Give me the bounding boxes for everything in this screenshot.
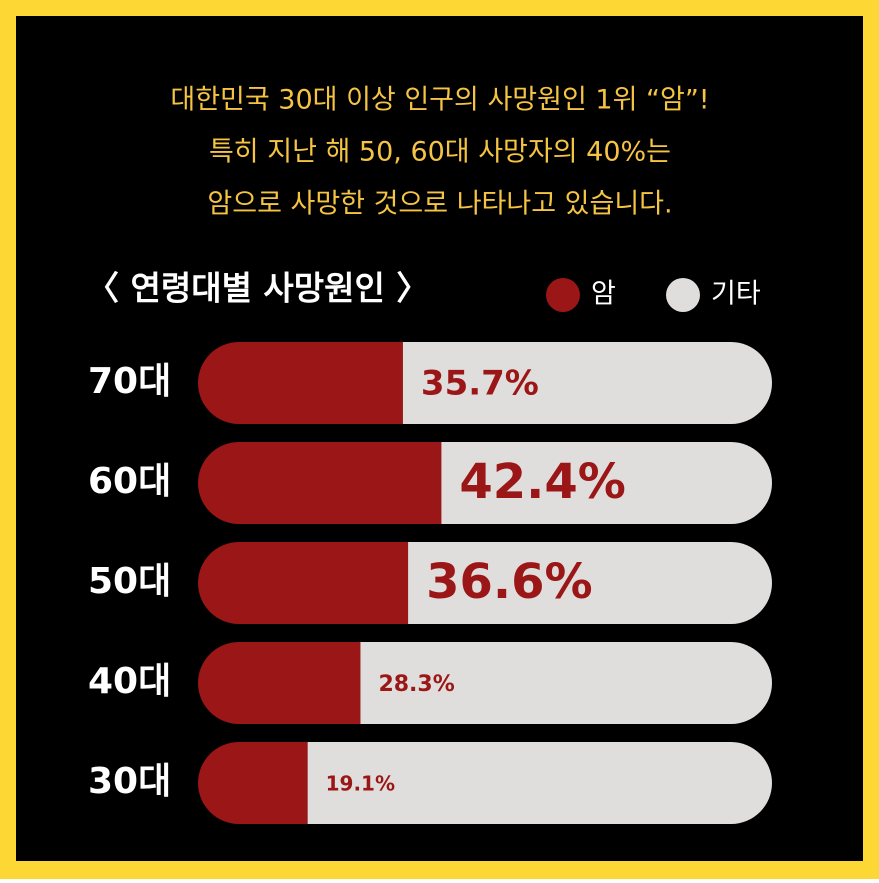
bar-segment [198,642,361,724]
bar-row [198,642,772,724]
bar-segment [360,642,772,724]
subtitle: 〈 연령대별 사망원인 〉 [86,269,429,308]
bar-segment [198,542,409,624]
bar-segment [198,742,308,824]
bar-row [198,742,772,824]
legend-swatch [666,278,700,312]
bar-segment [307,742,772,824]
bar-row [198,442,772,524]
title-line: 암으로 사망한 것으로 나타나고 있습니다. [207,189,672,220]
legend-swatch [546,278,580,312]
bar-segment [198,442,442,524]
category-label: 40대 [88,661,171,702]
bar-segment [198,342,403,424]
value-label: 42.4% [459,454,626,510]
value-label: 19.1% [326,772,395,796]
category-label: 50대 [88,561,171,602]
category-label: 70대 [88,361,171,402]
value-label: 35.7% [421,364,539,404]
value-label: 36.6% [426,554,593,610]
bar-segment [441,442,772,524]
title-line: 대한민국 30대 이상 인구의 사망원인 1위 “암”! [170,85,709,116]
value-label: 28.3% [378,672,454,697]
legend-label: 기타 [711,279,761,310]
category-label: 60대 [88,461,171,502]
bar-segment [402,342,772,424]
bar-segment [408,542,772,624]
category-label: 30대 [88,761,171,802]
bar-row [198,342,772,424]
bar-row [198,542,772,624]
title-line: 특히 지난 해 50, 60대 사망자의 40%는 [209,137,671,168]
legend-label: 암 [591,279,616,310]
